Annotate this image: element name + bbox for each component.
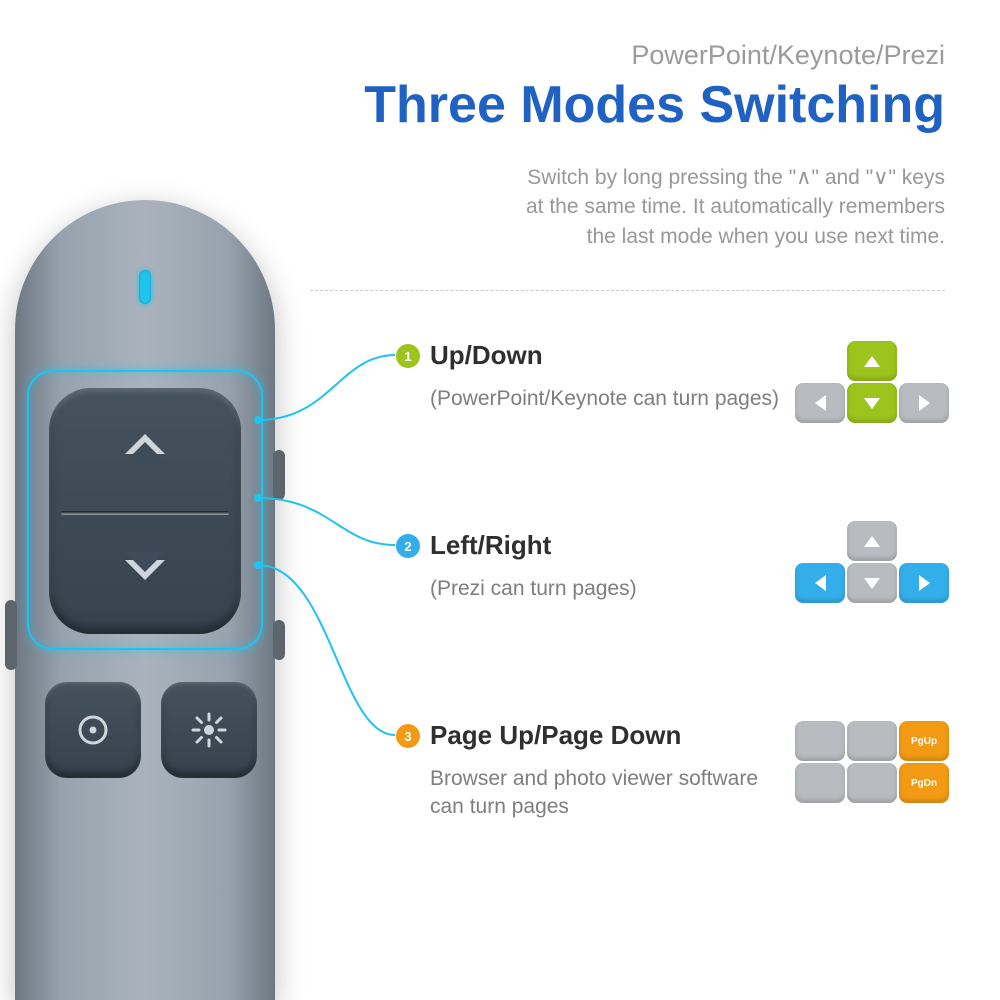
laser-button (45, 682, 141, 778)
subtitle: PowerPoint/Keynote/Prezi (364, 40, 945, 71)
target-icon (73, 710, 113, 750)
key-blank (847, 721, 897, 761)
key-right-icon (899, 563, 949, 603)
badge-icon: 3 (396, 724, 420, 748)
brightness-button (161, 682, 257, 778)
key-left-icon (795, 563, 845, 603)
header: PowerPoint/Keynote/Prezi Three Modes Swi… (364, 40, 945, 251)
badge-icon: 2 (396, 534, 420, 558)
mode-item-2: 2 Left/Right (Prezi can turn pages) (430, 530, 780, 603)
side-button (5, 600, 17, 670)
mode-desc: Browser and photo viewer software can tu… (430, 765, 780, 822)
divider (310, 290, 945, 291)
button-seam (61, 511, 230, 515)
key-cluster-1 (794, 340, 950, 424)
mode-title: Page Up/Page Down (430, 720, 780, 751)
side-button (273, 620, 285, 660)
key-blank (847, 763, 897, 803)
key-pgup-icon: PgUp (899, 721, 949, 761)
sun-icon (189, 710, 229, 750)
key-up-icon (847, 341, 897, 381)
key-cluster-2 (794, 520, 950, 604)
mode-title: Up/Down (430, 340, 780, 371)
badge-icon: 1 (396, 344, 420, 368)
key-right-icon (899, 383, 949, 423)
desc-line: at the same time. It automatically remem… (364, 192, 945, 221)
description: Switch by long pressing the "∧" and "∨" … (364, 163, 945, 251)
key-cluster-3: PgUp PgDn (794, 720, 950, 804)
desc-line: Switch by long pressing the "∧" and "∨" … (364, 163, 945, 192)
chevron-down-icon (125, 560, 165, 580)
mode-desc: (Prezi can turn pages) (430, 575, 780, 603)
key-blank (795, 763, 845, 803)
desc-line: the last mode when you use next time. (364, 222, 945, 251)
key-left-icon (795, 383, 845, 423)
led-indicator-icon (139, 270, 151, 304)
key-up-icon (847, 521, 897, 561)
mode-title: Left/Right (430, 530, 780, 561)
key-blank (795, 721, 845, 761)
key-pgdn-icon: PgDn (899, 763, 949, 803)
mode-item-3: 3 Page Up/Page Down Browser and photo vi… (430, 720, 780, 822)
key-down-icon (847, 563, 897, 603)
mode-desc: (PowerPoint/Keynote can turn pages) (430, 385, 780, 413)
up-down-button (49, 388, 241, 634)
side-button (273, 450, 285, 500)
mode-item-1: 1 Up/Down (PowerPoint/Keynote can turn p… (430, 340, 780, 413)
key-down-icon (847, 383, 897, 423)
main-title: Three Modes Switching (364, 75, 945, 135)
chevron-up-icon (125, 434, 165, 454)
remote-device (15, 200, 275, 1000)
